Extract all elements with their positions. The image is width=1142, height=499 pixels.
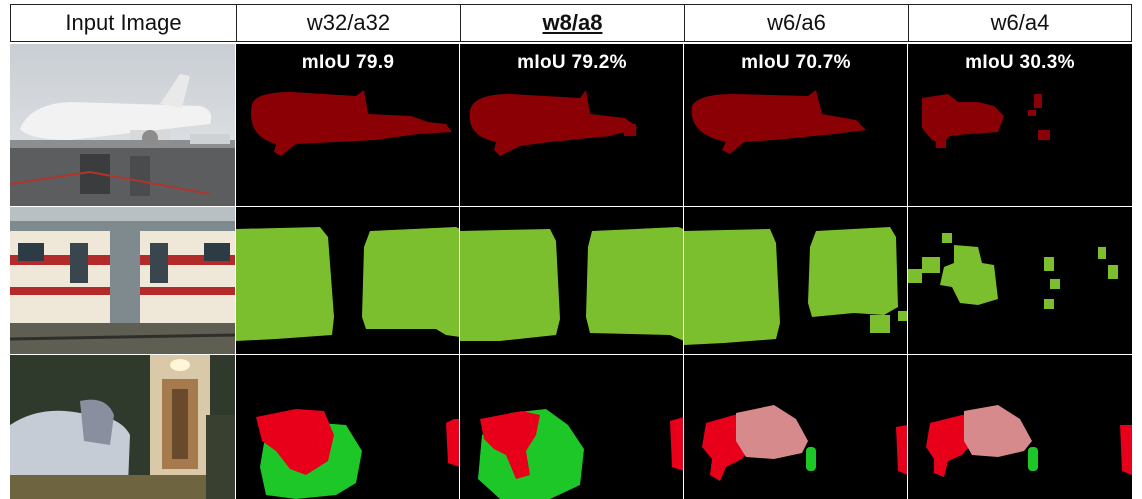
segmentation-w6-a4-living-room xyxy=(908,355,1132,499)
segmentation-w8-a8-living-room xyxy=(460,355,684,499)
miou-label: mIoU 79.9 xyxy=(301,52,395,73)
input-photo-train xyxy=(10,207,235,354)
miou-label: mIoU 79.2% xyxy=(517,52,627,73)
miou-label: mIoU 30.3% xyxy=(965,52,1075,73)
column-separator xyxy=(235,44,236,499)
header-w8-a8: w8/a8 xyxy=(460,4,684,42)
segmentation-w6-a4-train xyxy=(908,207,1132,354)
sofa-mask xyxy=(256,409,334,475)
miou-label: mIoU 70.7% xyxy=(741,52,851,73)
train-mask-right xyxy=(362,227,460,337)
input-photo-airplane xyxy=(10,44,235,206)
segmentation-w6-a6-airplane: mIoU 70.7% xyxy=(684,44,908,206)
segmentation-w8-a8-train xyxy=(460,207,684,354)
sofa-mask xyxy=(480,411,540,479)
row-separator xyxy=(10,354,1132,355)
airplane-mask xyxy=(469,90,638,156)
sofa-mask xyxy=(926,415,974,477)
airplane-mask xyxy=(251,90,452,156)
person-mask xyxy=(964,405,1032,457)
train-mask-right xyxy=(808,227,898,317)
segmentation-w8-a8-airplane: mIoU 79.2% xyxy=(460,44,684,206)
segmentation-w32-a32-airplane: mIoU 79.9 xyxy=(236,44,460,206)
segmentation-w32-a32-train xyxy=(236,207,460,354)
column-separator xyxy=(683,44,684,499)
segmentation-w6-a6-train xyxy=(684,207,908,354)
segmentation-w6-a6-living-room xyxy=(684,355,908,499)
row-separator xyxy=(10,206,1132,207)
header-w6-a4: w6/a4 xyxy=(908,4,1132,42)
header-input-image: Input Image xyxy=(10,4,236,42)
person-mask xyxy=(736,405,808,459)
column-separator xyxy=(907,44,908,499)
header-w32-a32: w32/a32 xyxy=(236,4,460,42)
airplane-mask xyxy=(922,94,1004,144)
segmentation-w6-a4-airplane: mIoU 30.3% xyxy=(908,44,1132,206)
header-w6-a6: w6/a6 xyxy=(684,4,908,42)
airplane-mask xyxy=(691,90,866,154)
train-mask-left xyxy=(460,229,560,341)
train-mask-left xyxy=(684,229,780,345)
train-mask-left xyxy=(236,227,334,341)
train-mask-fragment xyxy=(940,245,998,305)
segmentation-w32-a32-living-room xyxy=(236,355,460,499)
column-separator xyxy=(459,44,460,499)
train-mask-right xyxy=(586,227,684,341)
input-photo-living-room xyxy=(10,355,235,499)
